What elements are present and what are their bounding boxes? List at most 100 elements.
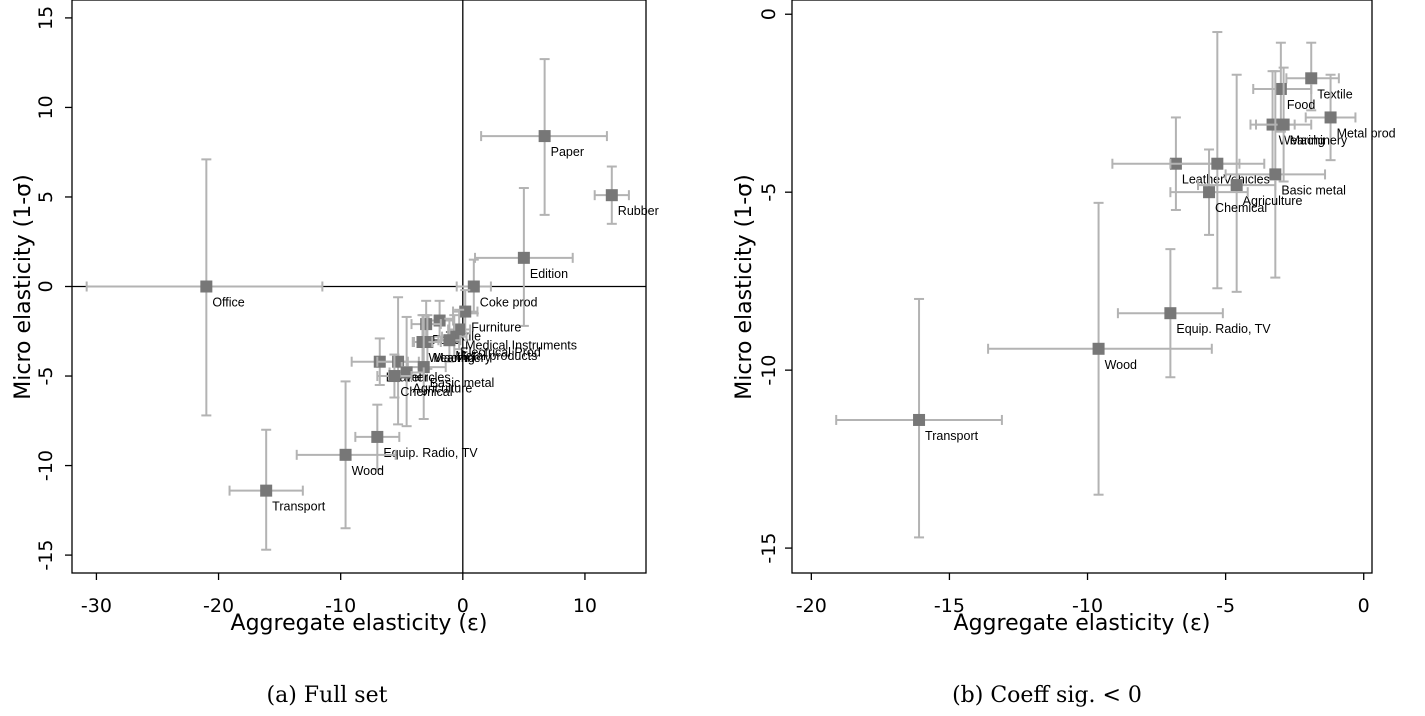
data-point: Edition bbox=[474, 187, 574, 327]
data-point: Coke prod bbox=[455, 258, 538, 315]
point-label: Wearing bbox=[429, 351, 475, 365]
square-marker bbox=[1324, 111, 1337, 124]
x-tick-label: -15 bbox=[934, 595, 965, 617]
square-marker bbox=[1164, 307, 1177, 320]
point-label: Transport bbox=[272, 500, 326, 514]
data-point: Chemical bbox=[1169, 148, 1267, 236]
point-label: Machinery bbox=[1290, 134, 1348, 148]
data-point: Metal prod bbox=[1304, 73, 1396, 162]
data-point: Rubber bbox=[593, 165, 659, 225]
point-label: Equip. Radio, TV bbox=[1176, 322, 1271, 336]
y-tick-label: -10 bbox=[758, 355, 780, 386]
plot-frame-b bbox=[791, 0, 1373, 574]
point-label: Paper bbox=[551, 145, 584, 159]
point-label: Furniture bbox=[471, 321, 521, 335]
caption-b: (b) Coeff sig. < 0 bbox=[952, 683, 1142, 708]
y-tick-label: -15 bbox=[35, 540, 57, 571]
data-point: Wood bbox=[295, 380, 397, 530]
point-label: Wood bbox=[352, 464, 384, 478]
point-label: Metal prod bbox=[1337, 126, 1396, 140]
data-point: Agriculture bbox=[1197, 73, 1303, 293]
data-point: Equip. Radio, TV bbox=[1116, 248, 1271, 379]
x-tick-label: -10 bbox=[325, 595, 356, 617]
square-marker bbox=[371, 430, 384, 443]
data-point: Metal products bbox=[437, 317, 537, 363]
square-marker bbox=[913, 413, 926, 426]
y-tick-label: 15 bbox=[35, 6, 57, 30]
point-label: Chemical bbox=[400, 385, 452, 399]
x-tick-label: -20 bbox=[203, 595, 234, 617]
y-tick-label: -5 bbox=[35, 367, 57, 386]
point-label: Wearing bbox=[1279, 134, 1325, 148]
data-point: Equip. Radio, TV bbox=[354, 403, 478, 471]
point-label: Agriculture bbox=[413, 381, 473, 395]
x-tick-label: 10 bbox=[573, 595, 597, 617]
data-point: Vehicles bbox=[1169, 31, 1270, 290]
square-marker bbox=[538, 130, 551, 143]
point-label: Transport bbox=[925, 429, 979, 443]
x-tick-label: 0 bbox=[1358, 595, 1370, 617]
x-tick-label: -20 bbox=[796, 595, 827, 617]
square-marker bbox=[1211, 157, 1224, 170]
square-marker bbox=[517, 251, 530, 264]
point-label: Medical Instruments bbox=[465, 338, 577, 352]
caption-a: (a) Full set bbox=[267, 683, 388, 708]
square-marker bbox=[388, 370, 401, 383]
square-marker bbox=[417, 361, 430, 374]
square-marker bbox=[1274, 82, 1287, 95]
y-tick-label: -15 bbox=[758, 533, 780, 564]
square-marker bbox=[1203, 186, 1216, 199]
point-label: Basic metal bbox=[430, 376, 495, 390]
point-label: Agriculture bbox=[1243, 194, 1303, 208]
point-label: Machinery bbox=[433, 351, 491, 365]
square-marker bbox=[605, 189, 618, 202]
panel-coeff-sig: Aggregate elasticity (ε) Micro elasticit… bbox=[732, 0, 1396, 708]
square-marker bbox=[339, 448, 352, 461]
point-label: Textile bbox=[1317, 87, 1352, 101]
y-tick-label: -10 bbox=[35, 450, 57, 481]
point-label: Metal products bbox=[455, 349, 537, 363]
point-label: Electrical Prod bbox=[460, 346, 541, 360]
point-label: Equip. Radio, TV bbox=[383, 446, 478, 460]
y-axis-title-b: Micro elasticity (1-σ) bbox=[732, 174, 757, 399]
square-marker bbox=[459, 305, 472, 318]
square-marker bbox=[1269, 168, 1282, 181]
y-tick-label: 0 bbox=[35, 280, 57, 292]
x-tick-label: -5 bbox=[1216, 595, 1235, 617]
data-point: Furniture bbox=[452, 289, 521, 335]
data-point: Textile bbox=[1285, 41, 1353, 112]
data-point: Paper bbox=[480, 58, 608, 216]
data-point: Transport bbox=[228, 428, 326, 551]
point-label: Office bbox=[212, 296, 244, 310]
y-tick-label: 5 bbox=[35, 191, 57, 203]
point-label: Food bbox=[1287, 98, 1316, 112]
y-tick-label: 10 bbox=[35, 95, 57, 119]
data-point: Basic metal bbox=[400, 314, 495, 421]
y-axis-title-a: Micro elasticity (1-σ) bbox=[11, 174, 36, 399]
point-label: Edition bbox=[530, 267, 568, 281]
x-tick-label: -30 bbox=[81, 595, 112, 617]
x-axis-title-a: Aggregate elasticity (ε) bbox=[231, 611, 488, 636]
data-point: Wood bbox=[987, 201, 1213, 496]
square-marker bbox=[467, 280, 480, 293]
data-point: Transport bbox=[835, 297, 1003, 539]
data-point: Office bbox=[85, 158, 324, 417]
square-marker bbox=[260, 484, 273, 497]
data-point: Basic metal bbox=[1224, 70, 1346, 279]
point-label: Chemical bbox=[1215, 201, 1267, 215]
square-marker bbox=[443, 334, 456, 347]
y-tick-label: -5 bbox=[758, 183, 780, 202]
data-point: Machinery bbox=[1255, 66, 1348, 183]
data-point: Chemical bbox=[376, 353, 453, 399]
point-label: Leather bbox=[1182, 173, 1224, 187]
x-tick-label: 0 bbox=[457, 595, 469, 617]
panel-full-set: Aggregate elasticity (ε) Micro elasticit… bbox=[11, 0, 659, 708]
x-axis-title-b: Aggregate elasticity (ε) bbox=[954, 611, 1211, 636]
point-label: Rubber bbox=[618, 204, 659, 218]
x-tick-label: -10 bbox=[1072, 595, 1103, 617]
square-marker bbox=[1092, 342, 1105, 355]
point-label: Vehicles bbox=[404, 371, 451, 385]
square-marker bbox=[1277, 118, 1290, 131]
square-marker bbox=[1305, 72, 1318, 85]
